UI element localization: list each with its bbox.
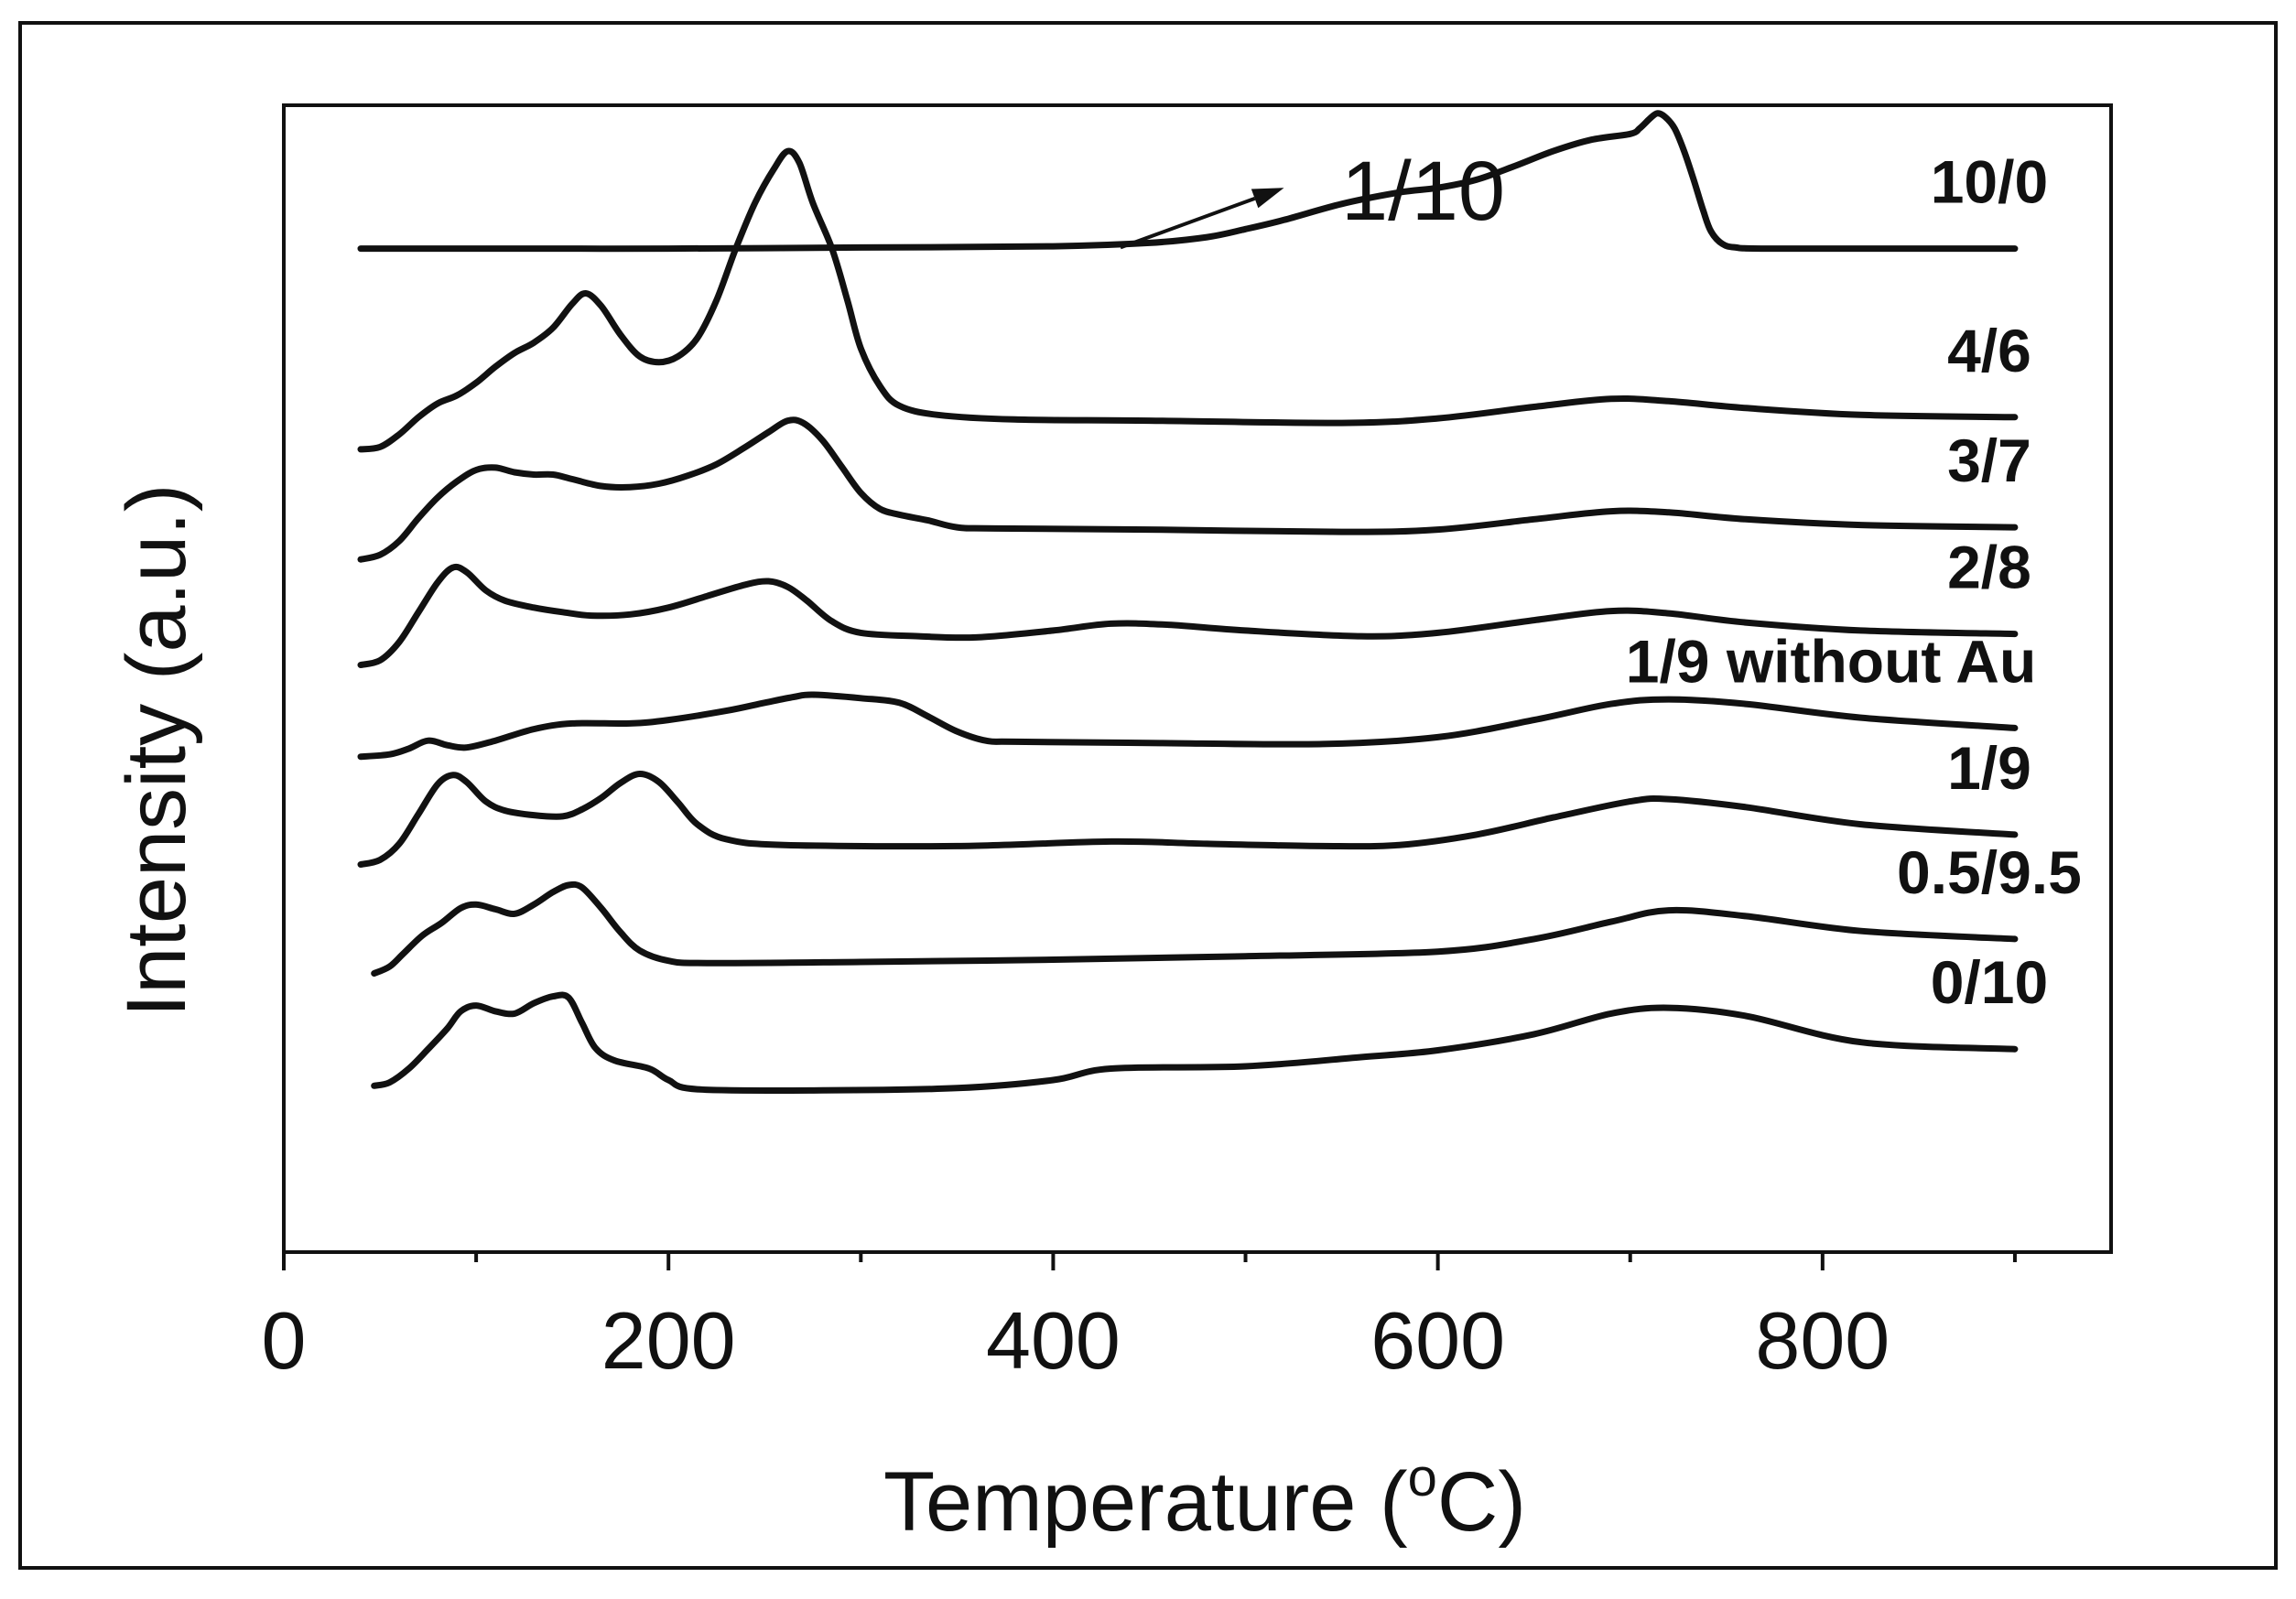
series-label-2-8: 2/8 xyxy=(1947,534,2031,601)
x-axis-title: Temperature (oC) xyxy=(883,1448,1526,1549)
series-curve-10-0 xyxy=(357,110,2019,253)
series-label-10-0: 10/0 xyxy=(1931,148,2048,216)
series-curve-0-5-9-5 xyxy=(371,881,2019,977)
series-label-0-10: 0/10 xyxy=(1931,948,2048,1016)
x-axis-ticks xyxy=(282,1252,2017,1270)
series-labels: 10/0 4/6 3/7 2/8 1/9 without Au 1/9 0.5/9.5 0/1… xyxy=(1626,148,2082,1017)
series-label-1-9-without-au: 1/9 without Au xyxy=(1626,627,2037,695)
annotation-arrow-line xyxy=(1120,196,1256,250)
x-tick-label-800: 800 xyxy=(1755,1295,1890,1386)
plot-area-frame xyxy=(282,103,2113,1254)
x-tick-label-400: 400 xyxy=(986,1295,1121,1386)
x-axis-title-main: Temperature ( xyxy=(883,1455,1408,1549)
series-curves xyxy=(357,110,2019,1095)
figure-border xyxy=(18,21,2278,1570)
series-label-0-5-9-5: 0.5/9.5 xyxy=(1897,838,2082,906)
x-tick-label-200: 200 xyxy=(601,1295,736,1386)
x-axis-title-end: C) xyxy=(1437,1455,1526,1549)
x-axis-tick-labels: 0 200 400 600 800 xyxy=(262,1295,1890,1386)
x-tick-label-600: 600 xyxy=(1370,1295,1505,1386)
series-curve-1-9-without-au xyxy=(357,691,2019,761)
series-curve-4-6 xyxy=(357,147,2019,453)
y-axis-title: Intensity (a.u.) xyxy=(110,484,203,1018)
x-axis-title-superscript: o xyxy=(1408,1448,1437,1507)
x-tick-label-0: 0 xyxy=(262,1295,307,1386)
series-label-1-9: 1/9 xyxy=(1947,734,2031,802)
series-curve-1-9 xyxy=(357,771,2019,868)
series-curve-0-10 xyxy=(371,991,2019,1095)
series-label-4-6: 4/6 xyxy=(1947,317,2031,384)
series-label-3-7: 3/7 xyxy=(1947,427,2031,494)
annotation-arrow-head xyxy=(1251,188,1284,209)
annotation-1-10: 1/10 xyxy=(1120,145,1505,250)
series-curve-2-8 xyxy=(357,563,2019,668)
series-curve-3-7 xyxy=(357,416,2019,563)
annotation-label-1-10: 1/10 xyxy=(1341,145,1505,238)
